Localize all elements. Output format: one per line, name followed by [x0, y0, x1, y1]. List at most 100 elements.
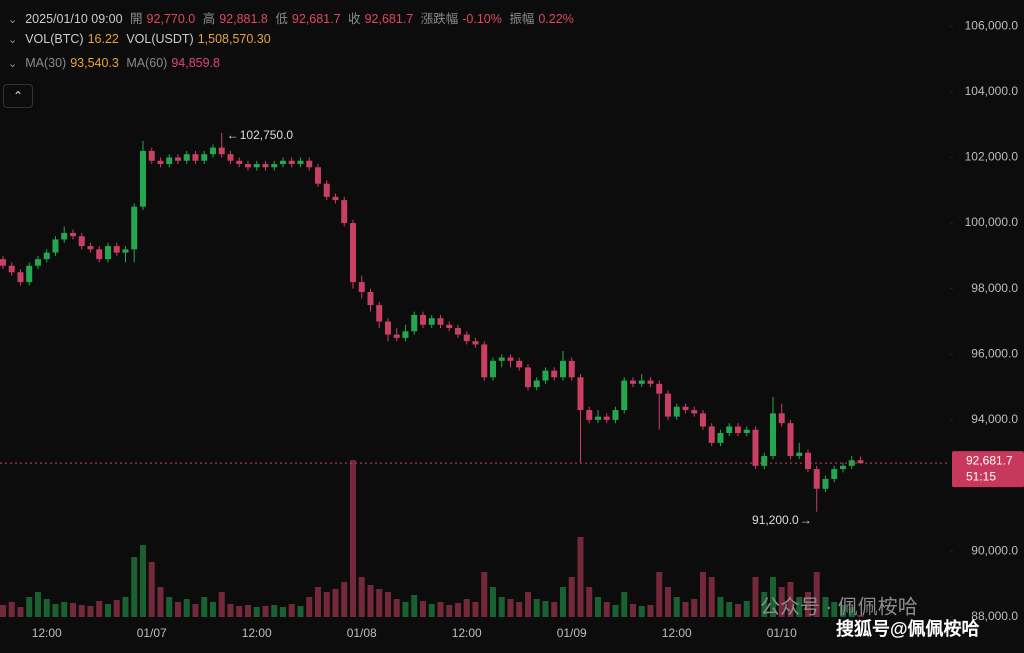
candle-body — [831, 469, 838, 479]
candle-body — [568, 360, 575, 378]
value: 1,508,570.30 — [197, 32, 271, 46]
candle-body — [551, 370, 558, 378]
annotation-arrow: ← — [227, 128, 239, 142]
y-tick-label: 90,000.0 — [971, 543, 1018, 557]
volume-bar — [279, 607, 286, 617]
datetime: 2025/01/10 09:00 — [25, 12, 123, 26]
candle-body — [752, 429, 759, 466]
watermark-wechat: 公众号 · 佩佩桉哈 — [760, 595, 918, 618]
volume-bar — [8, 602, 15, 617]
volume-row: ⌄ VOL(BTC) 16.22 VOL(USDT) 1,508,570.30 — [8, 32, 275, 46]
candle-body — [104, 246, 111, 260]
candle-body — [769, 413, 776, 456]
volume-bar — [271, 605, 278, 617]
volume-bar — [314, 587, 321, 617]
volume-bar — [489, 587, 496, 617]
collapse-button[interactable]: ⌃ — [3, 84, 33, 108]
x-tick-label: 12:00 — [242, 626, 272, 640]
volume-bar — [839, 605, 846, 617]
candle-body — [533, 380, 540, 388]
volume-bar — [87, 606, 94, 617]
volume-bar — [594, 597, 601, 617]
label: 開 — [130, 12, 143, 26]
volume-bar — [166, 597, 173, 617]
candle-body — [454, 328, 461, 335]
candle-body — [174, 157, 181, 161]
candle-body — [69, 232, 76, 237]
volume-bar — [367, 585, 374, 617]
collapse-icon[interactable]: ⌄ — [8, 58, 18, 70]
label: VOL(USDT) — [126, 32, 194, 46]
candle-body — [139, 150, 146, 207]
volume-bar — [822, 597, 829, 617]
candle-body — [34, 259, 41, 266]
volume-bar — [481, 572, 488, 617]
volume-bar — [551, 602, 558, 617]
candle-body — [17, 272, 24, 283]
candle-body — [201, 154, 208, 161]
candle-body — [586, 410, 593, 420]
volume-bar — [43, 599, 50, 617]
y-tick-label: 88,000.0 — [971, 609, 1018, 623]
volume-bar — [192, 604, 199, 617]
volume-bar — [34, 592, 41, 617]
candle-body — [603, 416, 610, 420]
watermark-sohu: 搜狐号@佩佩桉哈 — [836, 618, 980, 639]
candle-body — [778, 413, 785, 424]
volume-bar — [498, 597, 505, 617]
candle-body — [691, 410, 698, 414]
volume-bar — [52, 604, 59, 617]
candle-body — [148, 150, 155, 161]
candle-body — [279, 160, 286, 165]
y-tick-label: 100,000.0 — [965, 215, 1019, 229]
candle-body — [472, 341, 479, 345]
volume-bar — [656, 572, 663, 617]
countdown: 51:15 — [966, 469, 996, 483]
volume-bar — [358, 577, 365, 617]
collapse-icon[interactable]: ⌄ — [8, 14, 18, 26]
volume-bar — [778, 587, 785, 617]
volume-bar — [682, 602, 689, 617]
volume-bar — [17, 607, 24, 617]
candle-body — [664, 393, 671, 417]
candle-body — [297, 160, 304, 165]
volume-bar — [0, 605, 6, 617]
x-tick-label: 12:00 — [662, 626, 692, 640]
candle-body — [236, 160, 243, 165]
candle-body — [787, 423, 794, 456]
volume-bar — [533, 599, 540, 617]
x-tick-label: 01/09 — [557, 626, 587, 640]
candle-body — [393, 334, 400, 338]
candle-body — [524, 367, 531, 388]
candle-body — [839, 465, 846, 470]
volume-bar — [516, 602, 523, 617]
candle-body — [638, 380, 645, 384]
volume-bar — [244, 605, 251, 617]
annotation-label: 91,200.0 — [752, 513, 799, 527]
candle-body — [314, 167, 321, 184]
volume-bar — [542, 601, 549, 617]
candle-body — [437, 318, 444, 325]
candle-body — [8, 265, 15, 273]
y-tick-label: 94,000.0 — [971, 412, 1018, 426]
collapse-icon[interactable]: ⌄ — [8, 34, 18, 46]
candle-body — [0, 259, 6, 266]
volume-bar — [411, 595, 418, 617]
volume-bar — [857, 615, 864, 617]
candle-body — [262, 164, 269, 168]
candle-body — [96, 249, 103, 260]
y-tick-label: 106,000.0 — [965, 18, 1019, 32]
volume-bar — [454, 603, 461, 617]
candle-body — [402, 331, 409, 338]
candle-body — [218, 147, 225, 155]
candle-body — [481, 344, 488, 378]
candle-body — [323, 183, 330, 197]
volume-bar — [743, 601, 750, 617]
label: 漲跌幅 — [420, 12, 459, 26]
candle-body — [516, 360, 523, 368]
volume-bar — [472, 602, 479, 617]
candle-body — [52, 239, 59, 253]
